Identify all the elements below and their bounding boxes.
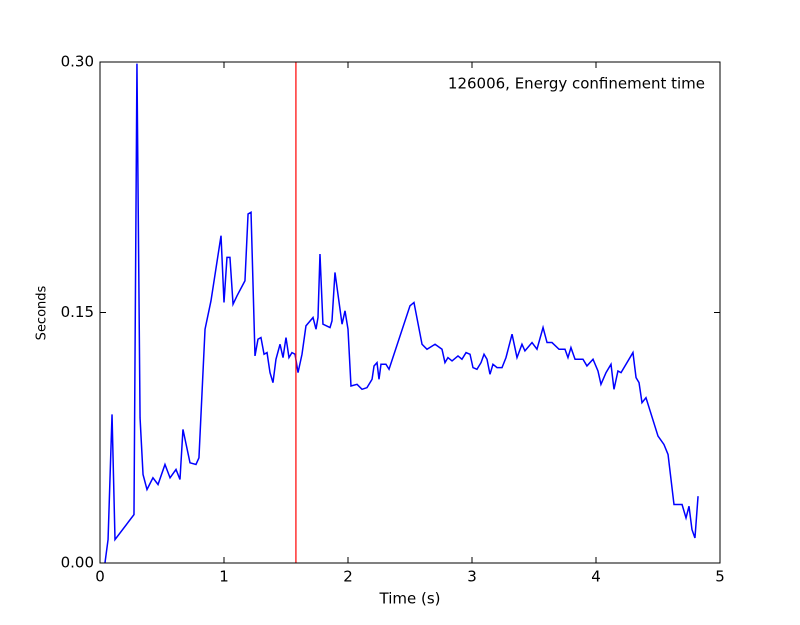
x-tick-label: 5	[715, 568, 725, 586]
x-tick-label: 3	[467, 568, 477, 586]
y-tick-label: 0.30	[61, 53, 94, 71]
y-tick-label: 0.00	[61, 554, 94, 572]
chart-title: 126006, Energy confinement time	[448, 75, 705, 93]
y-axis-label: Seconds	[35, 285, 50, 340]
x-tick-label: 1	[219, 568, 229, 586]
x-tick-label: 0	[95, 568, 105, 586]
y-tick-label: 0.15	[61, 303, 94, 321]
x-tick-label: 2	[343, 568, 353, 586]
plot-frame	[99, 61, 721, 564]
x-tick-label: 4	[591, 568, 601, 586]
data-line	[104, 63, 699, 564]
x-axis-label: Time (s)	[379, 590, 441, 608]
